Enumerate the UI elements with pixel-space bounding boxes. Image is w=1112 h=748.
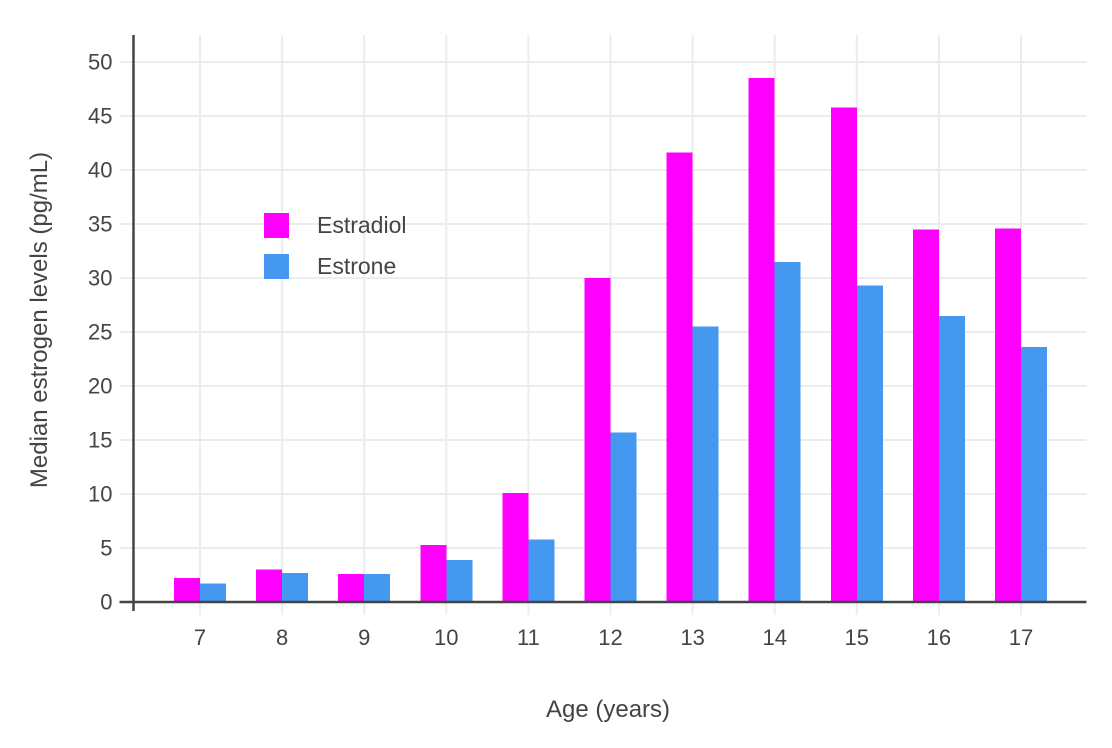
- bar-estradiol-age-14: [748, 78, 775, 602]
- bar-estrone-age-9: [364, 573, 391, 602]
- x-tick-label-9: 9: [358, 625, 370, 650]
- y-tick-label-30: 30: [88, 266, 112, 291]
- bar-estrone-age-17: [1021, 347, 1047, 602]
- bar-estrone-age-7: [200, 583, 226, 602]
- x-tick-label-14: 14: [762, 625, 786, 650]
- y-tick-label-25: 25: [88, 320, 112, 345]
- x-tick-label-7: 7: [194, 625, 206, 650]
- y-tick-label-5: 5: [100, 536, 112, 561]
- y-tick-label-50: 50: [88, 50, 112, 75]
- x-tick-label-13: 13: [680, 625, 704, 650]
- legend: Estradiol Estrone: [264, 212, 407, 295]
- legend-item-estradiol[interactable]: Estradiol: [264, 212, 407, 238]
- bar-estradiol-age-7: [174, 578, 200, 602]
- x-axis-title: Age (years): [545, 696, 671, 723]
- legend-label-estrone: Estrone: [317, 253, 397, 279]
- bar-estrone-age-11: [528, 539, 555, 602]
- legend-label-estradiol: Estradiol: [317, 212, 407, 238]
- bar-estradiol-age-12: [584, 278, 611, 602]
- x-tick-label-11: 11: [517, 625, 540, 650]
- y-tick-label-45: 45: [88, 104, 112, 129]
- bar-estradiol-age-11: [502, 492, 529, 602]
- y-tick-label-15: 15: [88, 428, 112, 453]
- bar-estrone-age-8: [282, 572, 309, 602]
- y-tick-label-35: 35: [88, 212, 112, 237]
- bar-estradiol-age-13: [666, 152, 693, 602]
- y-tick-label-10: 10: [88, 482, 112, 507]
- bar-estrone-age-14: [774, 261, 801, 602]
- bar-estrone-age-16: [938, 315, 965, 602]
- bar-estradiol-age-15: [830, 107, 857, 603]
- bar-estrone-age-15: [856, 285, 883, 602]
- bar-estradiol-age-17: [995, 228, 1021, 602]
- bar-estrone-age-13: [692, 326, 719, 602]
- y-tick-label-20: 20: [88, 374, 112, 399]
- bar-estrone-age-10: [446, 559, 473, 602]
- x-tick-label-17: 17: [1009, 625, 1033, 650]
- bar-estradiol-age-8: [256, 569, 283, 602]
- estradiol-swatch-icon: [264, 213, 289, 238]
- bar-estrone-age-12: [610, 432, 637, 602]
- bar-estradiol-age-9: [338, 573, 365, 602]
- x-tick-label-12: 12: [598, 625, 622, 650]
- estrone-swatch-icon: [264, 254, 289, 279]
- bar-estradiol-age-16: [912, 229, 939, 602]
- y-axis-title: Median estrogen levels (pg/mL): [26, 151, 53, 489]
- x-tick-label-10: 10: [434, 625, 458, 650]
- x-tick-label-8: 8: [276, 625, 288, 650]
- x-tick-label-16: 16: [927, 625, 951, 650]
- bar-estradiol-age-10: [420, 544, 447, 602]
- y-tick-label-0: 0: [100, 590, 112, 615]
- y-tick-label-40: 40: [88, 158, 112, 183]
- legend-item-estrone[interactable]: Estrone: [264, 253, 406, 279]
- x-tick-label-15: 15: [845, 625, 869, 650]
